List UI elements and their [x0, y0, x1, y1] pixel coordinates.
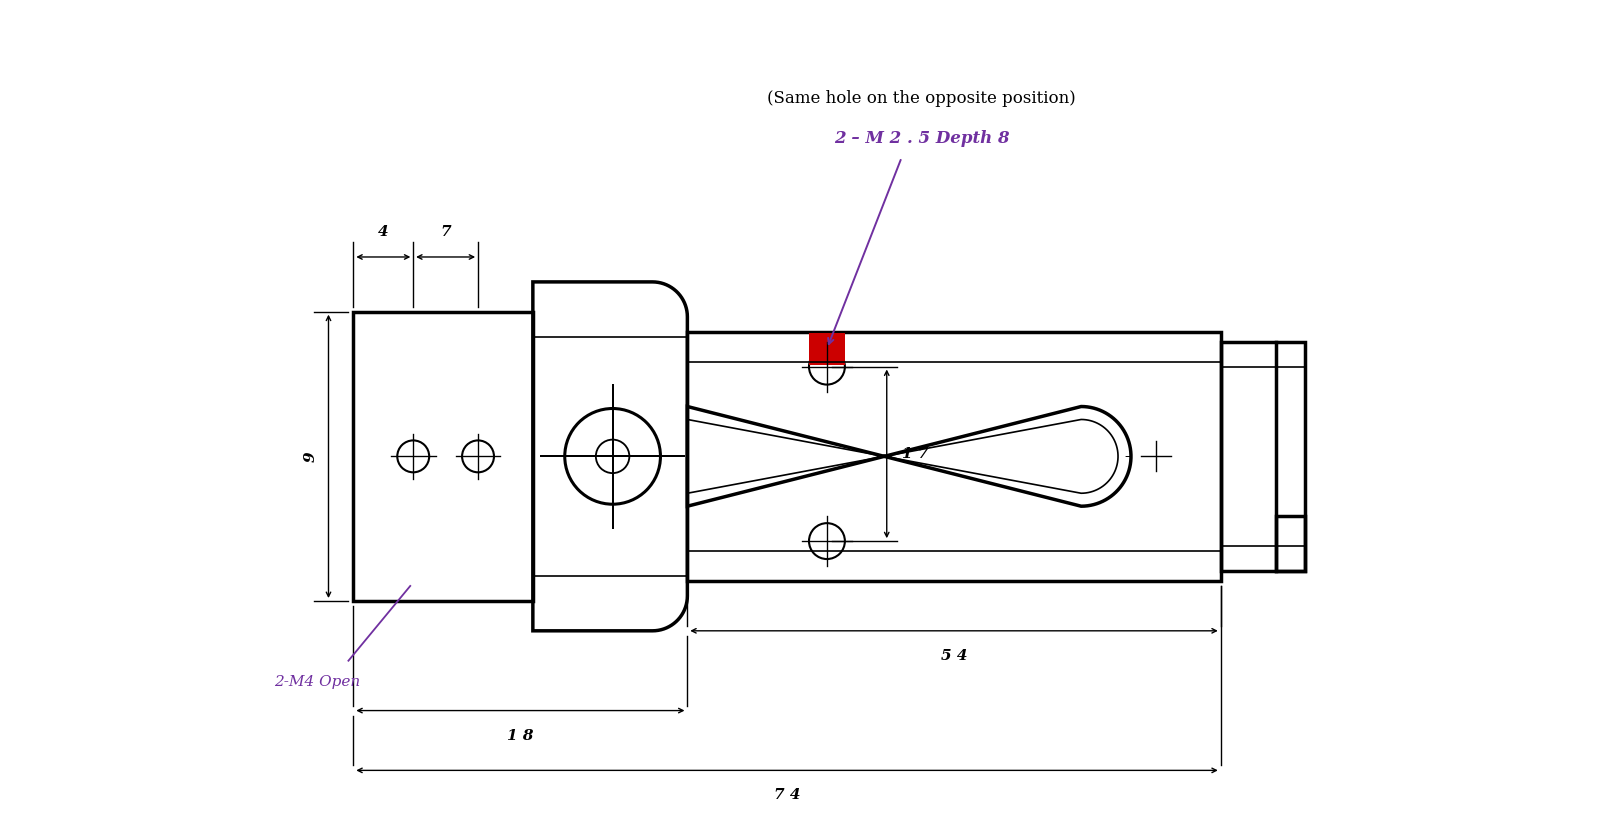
Text: –: – [1125, 450, 1131, 463]
Text: 1 8: 1 8 [507, 728, 534, 742]
Text: 4: 4 [378, 225, 389, 239]
Text: 9: 9 [303, 451, 318, 462]
Text: 1 7: 1 7 [902, 447, 928, 461]
Text: 7: 7 [441, 225, 450, 239]
Text: 2 – M 2 . 5 Depth 8: 2 – M 2 . 5 Depth 8 [834, 130, 1009, 147]
Text: 2-M4 Open: 2-M4 Open [274, 675, 360, 689]
FancyBboxPatch shape [809, 332, 844, 365]
Text: 5 4: 5 4 [941, 649, 967, 663]
Text: (Same hole on the opposite position): (Same hole on the opposite position) [767, 91, 1077, 108]
Text: 7 4: 7 4 [773, 788, 801, 802]
